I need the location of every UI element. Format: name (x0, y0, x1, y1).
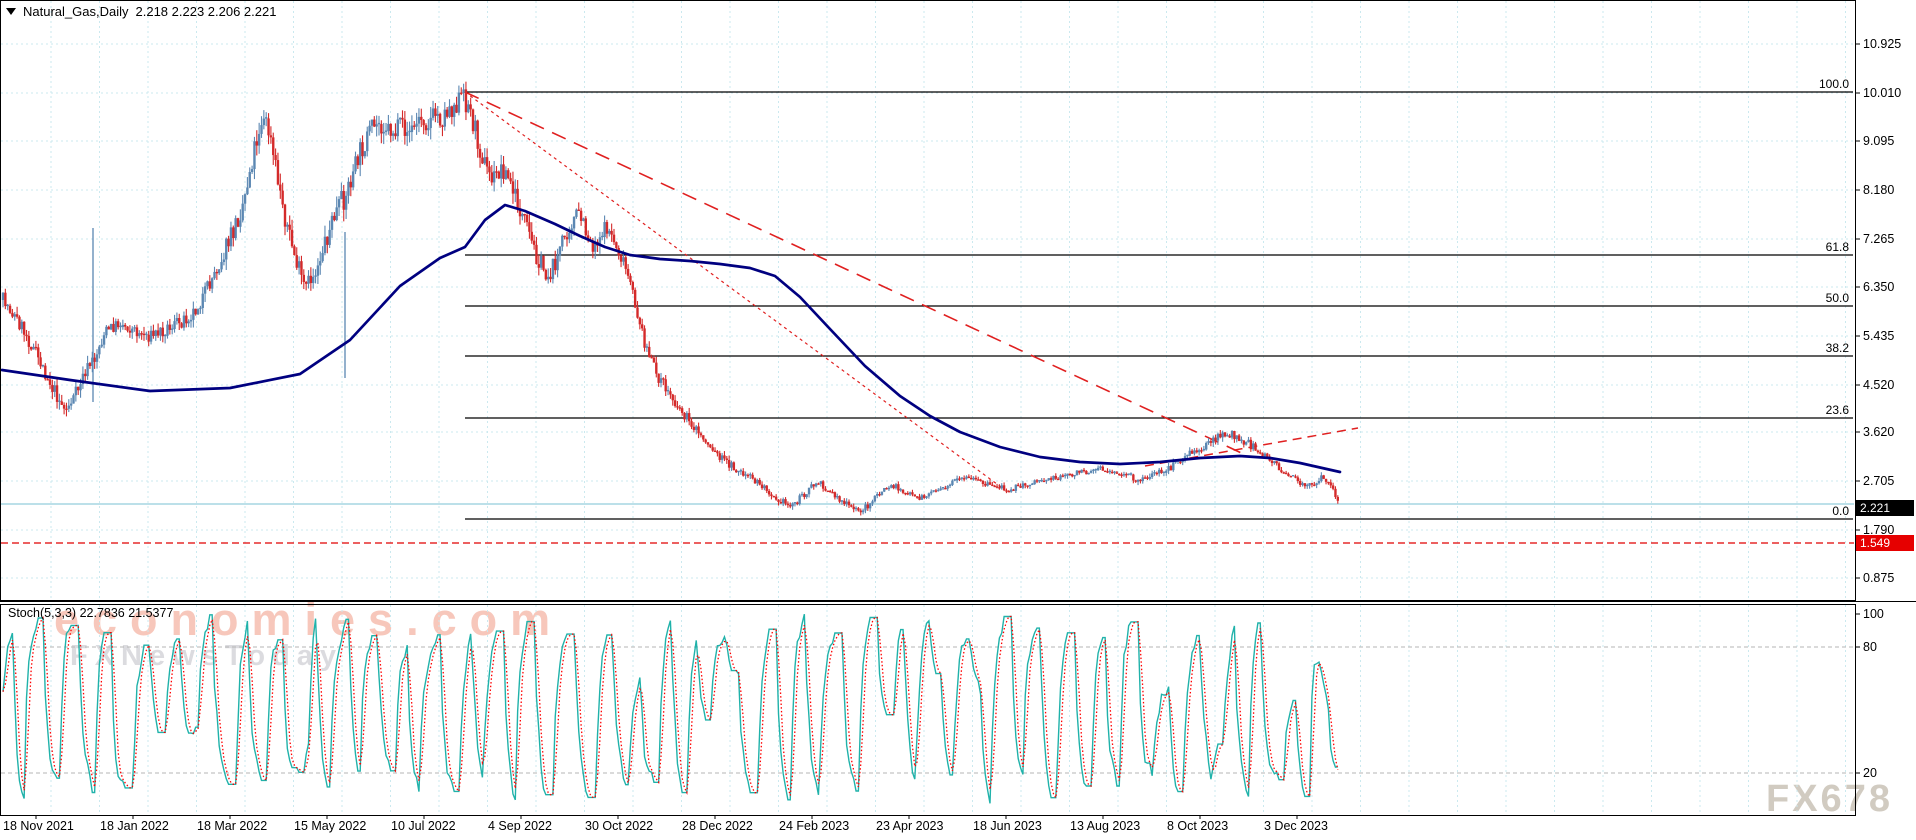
svg-text:18 Nov 2021: 18 Nov 2021 (3, 819, 74, 833)
stochastic-main-line (2, 614, 1338, 804)
svg-text:20: 20 (1863, 766, 1877, 780)
current-price-tag: 2.221 (1856, 500, 1914, 516)
svg-text:10.925: 10.925 (1863, 37, 1901, 51)
fib-level-label: 61.8 (1826, 240, 1850, 254)
symbol-title: Natural_Gas,Daily (23, 4, 129, 19)
svg-text:4 Sep 2022: 4 Sep 2022 (488, 819, 552, 833)
stochastic-panel[interactable] (1, 605, 1854, 814)
fib-level-label: 100.0 (1819, 77, 1849, 91)
svg-text:28 Dec 2022: 28 Dec 2022 (682, 819, 753, 833)
ohlc-values: 2.218 2.223 2.206 2.221 (135, 4, 277, 19)
main-price-panel[interactable]: 100.0 61.8 50.0 38.2 23.6 0.0 (1, 1, 1854, 599)
svg-text:2.705: 2.705 (1863, 474, 1894, 488)
fib-level-label: 0.0 (1832, 504, 1849, 518)
svg-text:10.010: 10.010 (1863, 86, 1901, 100)
fib-level-label: 38.2 (1826, 341, 1850, 355)
svg-text:15 May 2022: 15 May 2022 (294, 819, 366, 833)
svg-text:100: 100 (1863, 607, 1884, 621)
svg-text:9.095: 9.095 (1863, 134, 1894, 148)
watermark-fx678: FX678 (1766, 778, 1893, 820)
price-bars (1, 81, 1340, 516)
svg-text:0.875: 0.875 (1863, 571, 1894, 585)
price-axis[interactable]: 10.925 10.010 9.095 8.180 7.265 6.350 5.435 4.5… (1855, 37, 1901, 780)
svg-text:5.435: 5.435 (1863, 329, 1894, 343)
alert-price-tag: 1.549 (1856, 535, 1914, 551)
svg-text:80: 80 (1863, 640, 1877, 654)
svg-text:23 Apr 2023: 23 Apr 2023 (876, 819, 943, 833)
watermark-economies: economies.com (54, 594, 564, 645)
svg-text:13 Aug 2023: 13 Aug 2023 (1070, 819, 1140, 833)
svg-text:18 Jun 2023: 18 Jun 2023 (973, 819, 1042, 833)
symbol-dropdown-icon[interactable] (6, 8, 16, 15)
svg-text:8.180: 8.180 (1863, 183, 1894, 197)
svg-text:3 Dec 2023: 3 Dec 2023 (1264, 819, 1328, 833)
svg-text:1.790: 1.790 (1863, 523, 1894, 537)
fib-level-label: 50.0 (1826, 291, 1850, 305)
time-axis[interactable]: 18 Nov 2021 18 Jan 2022 18 Mar 2022 15 May … (3, 815, 1328, 833)
trendline[interactable] (464, 91, 1251, 458)
svg-text:30 Oct 2022: 30 Oct 2022 (585, 819, 653, 833)
trendline[interactable] (464, 91, 1006, 491)
stochastic-indicator-label: Stoch(5,3,3) 22.7836 21.5377 (8, 606, 174, 620)
svg-text:7.265: 7.265 (1863, 232, 1894, 246)
svg-text:4.520: 4.520 (1863, 378, 1894, 392)
svg-text:6.350: 6.350 (1863, 280, 1894, 294)
svg-text:24 Feb 2023: 24 Feb 2023 (779, 819, 849, 833)
svg-text:10 Jul 2022: 10 Jul 2022 (391, 819, 456, 833)
fib-level-label: 23.6 (1826, 403, 1850, 417)
svg-text:3.620: 3.620 (1863, 425, 1894, 439)
svg-text:8 Oct 2023: 8 Oct 2023 (1167, 819, 1228, 833)
svg-text:18 Mar 2022: 18 Mar 2022 (197, 819, 267, 833)
moving-average-line (1, 203, 1342, 474)
svg-text:18 Jan 2022: 18 Jan 2022 (100, 819, 169, 833)
chart-titlebar: Natural_Gas,Daily 2.218 2.223 2.206 2.221 (6, 4, 276, 19)
